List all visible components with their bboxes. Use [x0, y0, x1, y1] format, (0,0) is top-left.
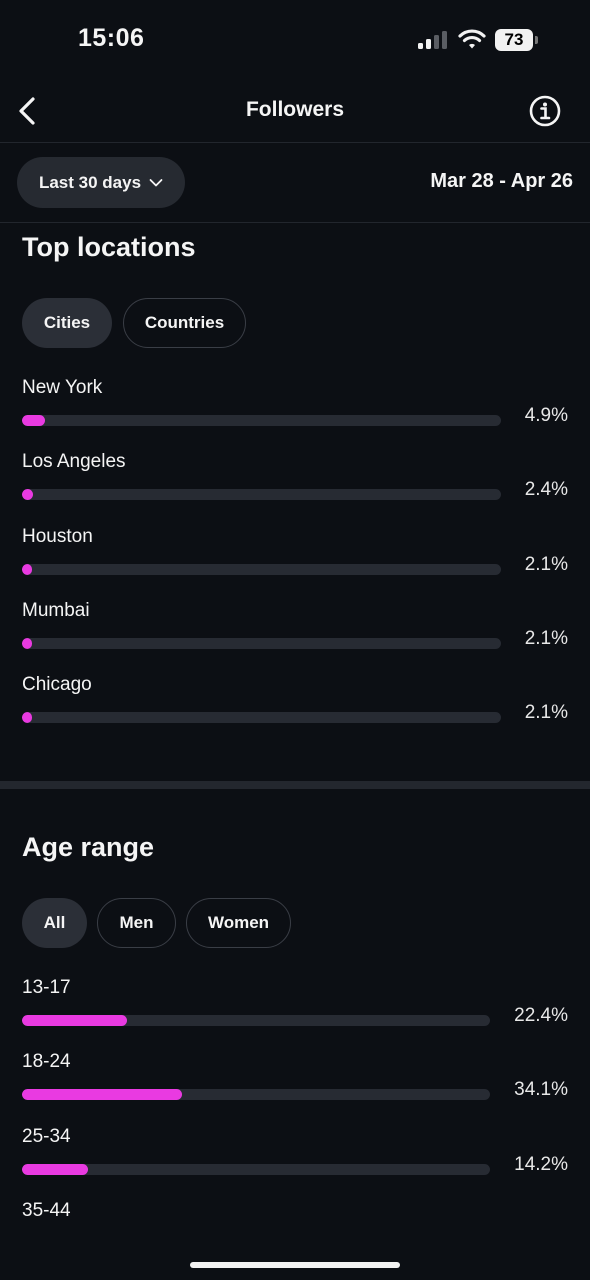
city-percent: 2.1%	[524, 702, 568, 724]
section-divider	[0, 781, 590, 789]
battery-cap	[535, 36, 538, 44]
age-bar-track	[22, 1015, 490, 1026]
age-bar-fill	[22, 1089, 182, 1101]
status-time: 15:06	[78, 24, 145, 52]
city-bar-track	[22, 637, 501, 649]
city-bar-fill	[22, 489, 34, 501]
age-row: 13-17 22.4%	[22, 977, 568, 1037]
age-label: 35-44	[22, 1199, 71, 1221]
city-row: Mumbai 2.1%	[22, 600, 568, 660]
city-percent: 2.1%	[524, 627, 568, 649]
nav-divider	[0, 142, 590, 143]
age-percent: 22.4%	[514, 1005, 568, 1026]
city-label: Los Angeles	[22, 451, 126, 473]
city-row: Houston 2.1%	[22, 526, 568, 586]
age-label: 13-17	[22, 977, 71, 998]
city-percent: 2.1%	[524, 553, 568, 575]
age-label: 18-24	[22, 1051, 71, 1073]
city-bar-fill	[22, 712, 33, 724]
city-row: Los Angeles 2.4%	[22, 451, 568, 511]
age-label: 25-34	[22, 1125, 71, 1147]
page-title: Followers	[245, 98, 345, 121]
city-bar-track	[22, 563, 501, 575]
city-bar-fill	[22, 637, 33, 649]
age-percent: 14.2%	[514, 1153, 568, 1175]
chevron-down-icon	[149, 178, 163, 186]
age-bar-fill	[22, 1163, 89, 1175]
city-row: Chicago 2.1%	[22, 674, 568, 734]
battery-level: 73	[495, 29, 533, 51]
city-percent: 4.9%	[524, 405, 568, 426]
home-indicator[interactable]	[190, 1262, 400, 1268]
city-label: Houston	[22, 525, 93, 547]
tab-all[interactable]: All	[22, 898, 87, 948]
city-bar-track	[22, 415, 501, 426]
city-label: Chicago	[22, 674, 92, 696]
age-bar-fill	[22, 1015, 127, 1026]
tab-countries[interactable]: Countries	[123, 298, 246, 348]
cellular-signal-icon	[418, 31, 447, 49]
wifi-icon	[458, 29, 486, 49]
period-dropdown-label: Last 30 days	[38, 172, 142, 192]
city-bar-fill	[22, 563, 33, 575]
city-row: New York 4.9%	[22, 377, 568, 437]
age-percent: 34.1%	[514, 1079, 568, 1101]
tab-men[interactable]: Men	[97, 898, 176, 948]
date-range: Mar 28 - Apr 26	[430, 170, 573, 192]
city-label: Mumbai	[22, 599, 90, 621]
section-title-locations: Top locations	[22, 232, 196, 262]
status-bar: 15:06 73	[0, 0, 590, 80]
city-bar-fill	[22, 415, 46, 426]
city-bar-track	[22, 489, 501, 501]
age-bar-track	[22, 1163, 490, 1175]
period-dropdown[interactable]: Last 30 days	[17, 157, 185, 208]
nav-bar: Followers	[0, 80, 590, 142]
battery-icon: 73	[495, 29, 539, 51]
section-title-age: Age range	[22, 832, 155, 862]
age-row: 18-24 34.1%	[22, 1051, 568, 1111]
tab-cities[interactable]: Cities	[22, 298, 112, 348]
tab-women[interactable]: Women	[186, 898, 291, 948]
age-row: 25-34 14.2%	[22, 1126, 568, 1186]
city-bar-track	[22, 712, 501, 724]
city-percent: 2.4%	[524, 479, 568, 501]
age-row: 35-44	[22, 1200, 568, 1260]
city-label: New York	[22, 377, 103, 398]
age-bar-track	[22, 1089, 490, 1101]
filter-divider	[0, 222, 590, 223]
info-circle-icon[interactable]	[529, 95, 561, 127]
chevron-left-icon[interactable]	[14, 94, 42, 128]
